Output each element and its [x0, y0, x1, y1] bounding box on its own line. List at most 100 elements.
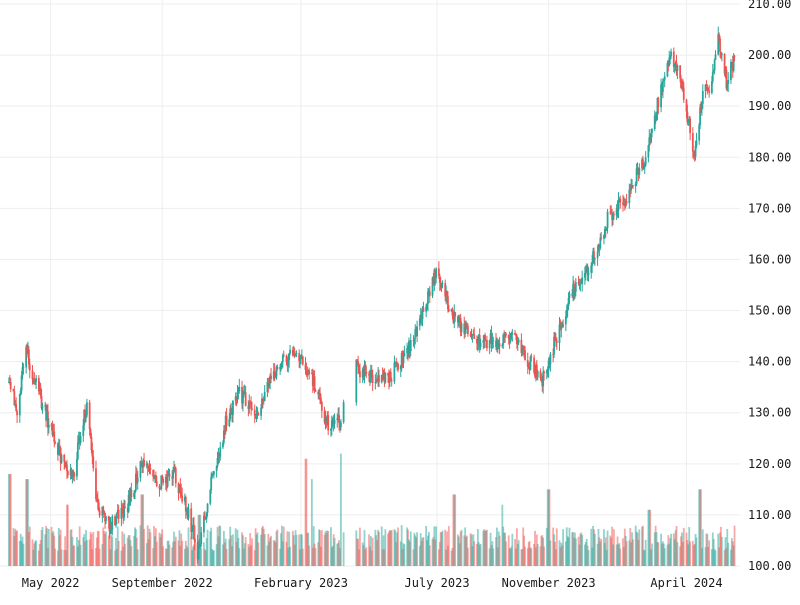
volume-bar	[289, 546, 291, 566]
candle	[522, 345, 525, 356]
volume-bar	[495, 536, 497, 566]
candle-body	[162, 478, 165, 484]
candle	[206, 503, 209, 517]
candle-body	[327, 415, 330, 431]
candle-body	[634, 183, 637, 187]
candle	[261, 397, 264, 409]
candle	[20, 371, 23, 395]
candle	[561, 321, 564, 328]
volume-bar	[510, 546, 513, 566]
volume-bar	[363, 530, 366, 566]
candle-body	[211, 474, 213, 478]
candle	[642, 162, 645, 170]
candle-body	[153, 476, 155, 478]
candle-body	[724, 69, 727, 74]
volume-bar	[686, 540, 689, 566]
candle	[539, 368, 542, 381]
volume-bar	[186, 547, 189, 566]
candle	[573, 280, 575, 301]
volume-bar	[573, 537, 575, 566]
candle	[514, 329, 516, 336]
candle	[520, 333, 523, 357]
candle-body	[77, 437, 80, 443]
volume-bar	[311, 547, 314, 566]
volume-bar	[45, 526, 47, 566]
candle-body	[72, 470, 75, 473]
candle	[394, 361, 397, 368]
candle-body	[286, 362, 289, 366]
volume-bar	[668, 543, 671, 566]
volume-bar	[178, 530, 181, 566]
candle-body	[698, 125, 701, 141]
candle	[567, 292, 570, 311]
volume-bar	[515, 548, 517, 566]
volume-bar	[37, 550, 40, 566]
volume-bar	[168, 544, 171, 566]
candle-body	[152, 469, 155, 477]
candle	[58, 439, 61, 456]
volume-bar	[648, 509, 651, 566]
volume-bar	[158, 532, 161, 566]
volume-bar	[96, 530, 99, 566]
candle	[507, 334, 510, 345]
candle	[692, 151, 695, 160]
candle-body	[651, 129, 653, 133]
volume-bar	[57, 527, 60, 566]
volume-bar	[22, 543, 25, 566]
volume-bar	[82, 537, 85, 566]
candle	[178, 484, 181, 494]
volume-bar	[76, 546, 79, 566]
volume-bar	[730, 549, 732, 566]
candle-body	[604, 228, 607, 231]
candle-body	[21, 367, 24, 376]
candle-body	[447, 309, 450, 312]
candle-body	[54, 442, 57, 444]
volume-bar	[725, 548, 728, 566]
candle	[427, 287, 429, 312]
candle	[134, 465, 137, 492]
volume-bar	[565, 527, 568, 566]
candle	[209, 489, 212, 506]
candle	[723, 53, 726, 77]
volume-bar	[612, 544, 614, 566]
candle-body	[70, 469, 73, 478]
volume-bar	[654, 525, 657, 566]
candle	[288, 352, 291, 368]
candle-body	[510, 334, 513, 339]
volume-bar	[257, 542, 260, 566]
candle	[631, 178, 633, 189]
candle-body	[276, 366, 279, 370]
candle	[289, 344, 291, 356]
volume-bar	[285, 541, 288, 566]
volume-bar	[237, 537, 240, 566]
candle	[95, 460, 97, 502]
candle	[155, 475, 158, 488]
volume-bar	[699, 489, 701, 566]
volume-bar	[408, 541, 411, 566]
candle	[516, 336, 519, 352]
candle	[78, 431, 81, 450]
candle-body	[19, 390, 22, 394]
candle-body	[206, 503, 209, 513]
volume-bar	[717, 533, 720, 566]
volume-bar	[688, 527, 691, 566]
volume-bar	[439, 532, 442, 566]
candle-body	[18, 393, 21, 416]
candle-body	[539, 371, 542, 379]
volume-bar	[190, 536, 193, 566]
candle-body	[619, 199, 622, 203]
candle	[700, 101, 702, 114]
candle	[388, 370, 391, 387]
volume-bar	[256, 532, 259, 566]
candle	[509, 332, 512, 344]
candle-body	[64, 461, 67, 468]
candle-body	[406, 347, 409, 354]
candle-body	[597, 244, 600, 252]
candle	[72, 469, 75, 481]
candle	[102, 505, 105, 519]
candle	[31, 365, 34, 385]
candle	[384, 371, 387, 384]
candle-body	[445, 291, 448, 297]
candle-body	[579, 283, 582, 285]
volume-bar	[511, 533, 514, 566]
